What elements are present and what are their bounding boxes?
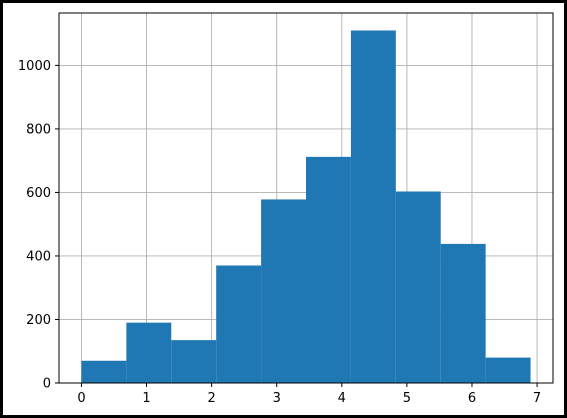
- x-tick-label: 5: [403, 391, 411, 406]
- figure-frame: 0 1 2 3 4 5 6 7 0 200 400 600 800 1000: [3, 3, 564, 415]
- tick-labels: 0 1 2 3 4 5 6 7 0 200 400 600 800 1000: [18, 59, 541, 406]
- histogram-bar-1: [126, 322, 172, 383]
- histogram-bar-3: [216, 265, 262, 383]
- x-tick-label: 3: [273, 391, 281, 406]
- x-tick-label: 1: [142, 391, 150, 406]
- histogram-chart: 0 1 2 3 4 5 6 7 0 200 400 600 800 1000: [18, 12, 554, 406]
- x-tick-label: 2: [207, 391, 215, 406]
- y-tick-label: 600: [26, 186, 51, 201]
- y-tick-label: 400: [26, 249, 51, 264]
- histogram-bar-4: [261, 199, 306, 383]
- y-tick-label: 1000: [18, 59, 51, 74]
- x-tick-label: 4: [338, 391, 346, 406]
- histogram-bar-5: [306, 156, 351, 383]
- histogram-bar-8: [440, 243, 486, 383]
- histogram-bar-6: [350, 30, 396, 384]
- y-tick-label: 0: [43, 377, 51, 392]
- y-tick-label: 200: [26, 313, 51, 328]
- axes: [58, 12, 554, 384]
- x-tick-label: 0: [77, 391, 85, 406]
- histogram-bar-0: [81, 360, 127, 383]
- plot-area-border: [58, 12, 554, 384]
- histogram-bar-2: [171, 340, 217, 383]
- x-tick-label: 7: [533, 391, 541, 406]
- y-tick-label: 800: [26, 122, 51, 137]
- histogram-bar-9: [485, 357, 531, 383]
- histogram-bar-7: [395, 191, 441, 383]
- tick-marks: [55, 64, 538, 387]
- x-tick-label: 6: [468, 391, 476, 406]
- histogram-bars: [81, 30, 531, 384]
